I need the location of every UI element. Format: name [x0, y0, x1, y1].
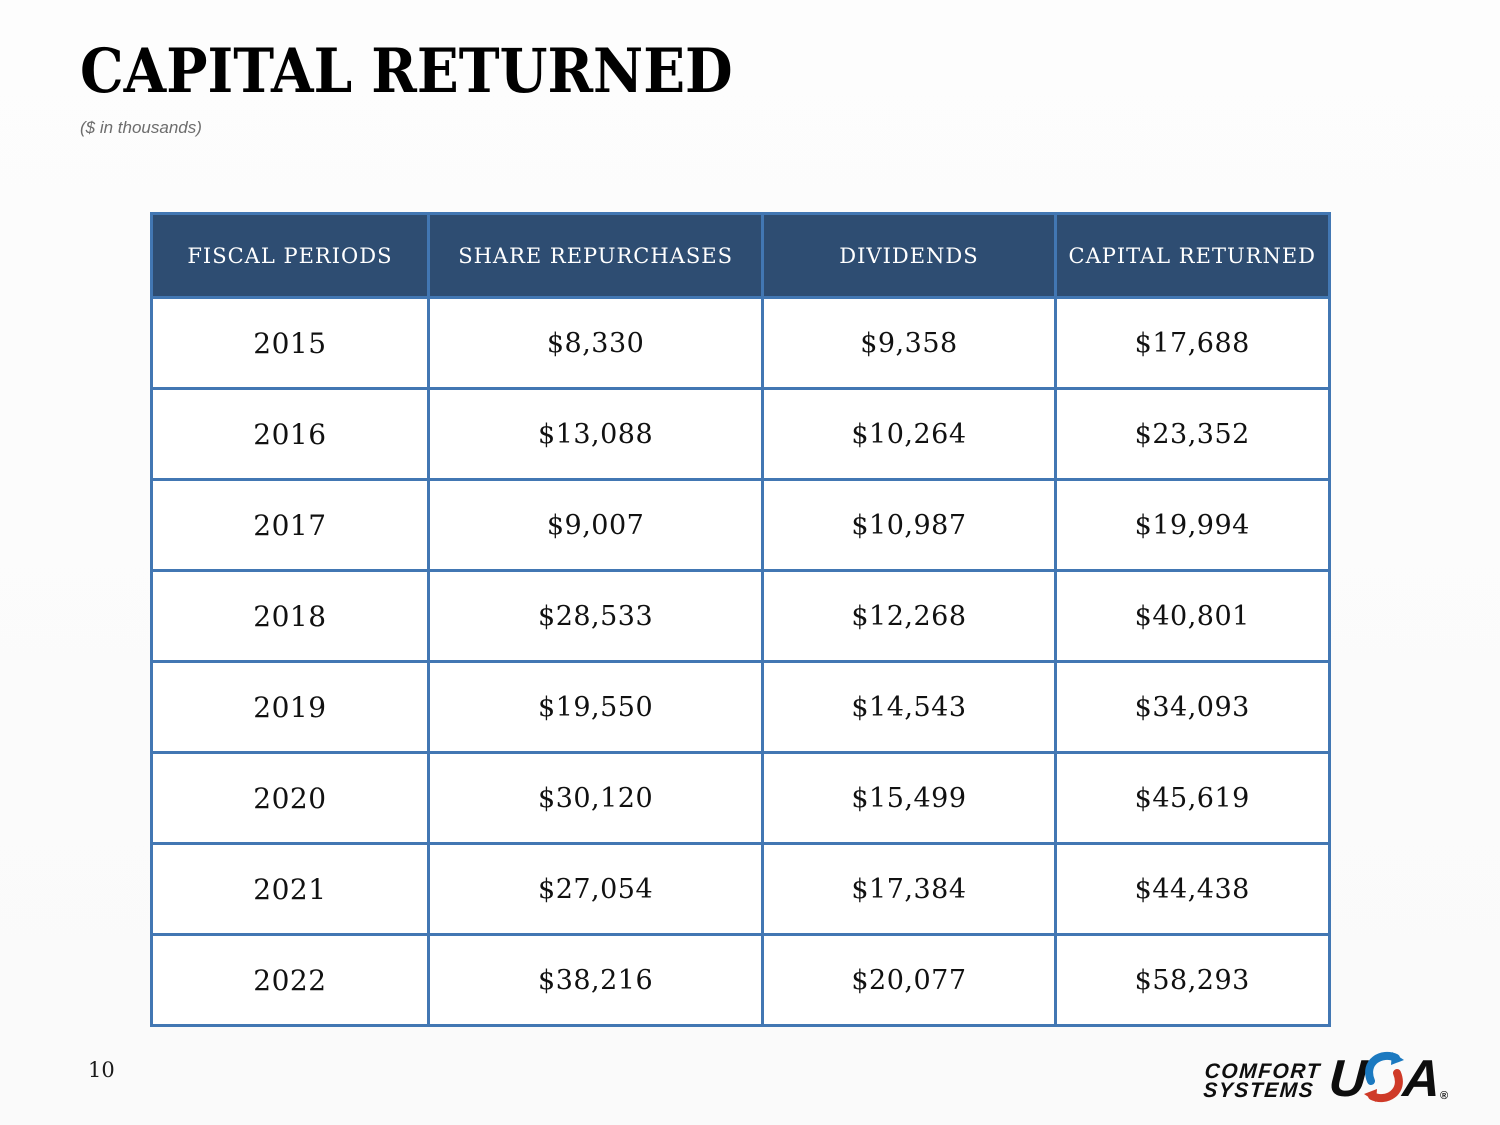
- table-cell: $40,801: [1053, 569, 1332, 663]
- table-cell: $13,088: [426, 387, 765, 481]
- table-cell: $23,352: [1053, 387, 1332, 481]
- logo-line-comfort: COMFORT: [1204, 1059, 1323, 1083]
- table-row: 2021 $27,054 $17,384 $44,438: [150, 842, 1332, 936]
- table-cell: $20,077: [761, 933, 1057, 1027]
- logo-company-name: COMFORT SYSTEMS: [1203, 1059, 1323, 1102]
- table-header-row: FISCAL PERIODS SHARE REPURCHASES DIVIDEN…: [150, 212, 1332, 299]
- table-row: 2015 $8,330 $9,358 $17,688: [150, 296, 1332, 390]
- table-cell: $34,093: [1053, 660, 1332, 754]
- table-cell: $19,994: [1053, 478, 1332, 572]
- table-cell: $17,688: [1053, 296, 1332, 390]
- page-title: CAPITAL RETURNED: [80, 36, 733, 108]
- table-row: 2018 $28,533 $12,268 $40,801: [150, 569, 1332, 663]
- table-row: 2016 $13,088 $10,264 $23,352: [150, 387, 1332, 481]
- header-share-repurchases: SHARE REPURCHASES: [426, 212, 765, 299]
- table-cell: $17,384: [761, 842, 1057, 936]
- logo-usa-wordmark: U A ®: [1326, 1050, 1448, 1108]
- table-cell: $9,358: [761, 296, 1057, 390]
- registered-trademark-icon: ®: [1439, 1090, 1448, 1102]
- logo-line-systems: SYSTEMS: [1203, 1079, 1316, 1102]
- header-dividends: DIVIDENDS: [761, 212, 1057, 299]
- table-cell: $45,619: [1053, 751, 1332, 845]
- table-row: 2019 $19,550 $14,543 $34,093: [150, 660, 1332, 754]
- table-cell: 2022: [150, 933, 430, 1027]
- table-cell: $14,543: [761, 660, 1057, 754]
- table-row: 2022 $38,216 $20,077 $58,293: [150, 933, 1332, 1027]
- table-cell: $38,216: [426, 933, 765, 1027]
- page-number: 10: [88, 1058, 115, 1082]
- table-cell: $15,499: [761, 751, 1057, 845]
- header-fiscal-periods: FISCAL PERIODS: [150, 212, 430, 299]
- logo-letter-u: U: [1326, 1050, 1366, 1108]
- table-cell: $12,268: [761, 569, 1057, 663]
- capital-returned-table: FISCAL PERIODS SHARE REPURCHASES DIVIDEN…: [150, 212, 1332, 1027]
- table-cell: 2017: [150, 478, 430, 572]
- table-cell: 2015: [150, 296, 430, 390]
- table-cell: $8,330: [426, 296, 765, 390]
- table-cell: 2016: [150, 387, 430, 481]
- table-cell: $10,264: [761, 387, 1057, 481]
- table-cell: $28,533: [426, 569, 765, 663]
- table-cell: $30,120: [426, 751, 765, 845]
- table-cell: $44,438: [1053, 842, 1332, 936]
- comfort-systems-usa-logo: COMFORT SYSTEMS U A ®: [1203, 1050, 1448, 1108]
- table-cell: 2019: [150, 660, 430, 754]
- logo-letter-a: A: [1401, 1050, 1440, 1108]
- page-subtitle: ($ in thousands): [80, 118, 202, 137]
- table-cell: $10,987: [761, 478, 1057, 572]
- header-capital-returned: CAPITAL RETURNED: [1053, 212, 1332, 299]
- table-cell: $19,550: [426, 660, 765, 754]
- table-cell: $9,007: [426, 478, 765, 572]
- table-cell: 2018: [150, 569, 430, 663]
- table-cell: $58,293: [1053, 933, 1332, 1027]
- table-row: 2017 $9,007 $10,987 $19,994: [150, 478, 1332, 572]
- table-row: 2020 $30,120 $15,499 $45,619: [150, 751, 1332, 845]
- table-cell: $27,054: [426, 842, 765, 936]
- table-cell: 2020: [150, 751, 430, 845]
- table-cell: 2021: [150, 842, 430, 936]
- swirl-s-icon: [1364, 1051, 1405, 1103]
